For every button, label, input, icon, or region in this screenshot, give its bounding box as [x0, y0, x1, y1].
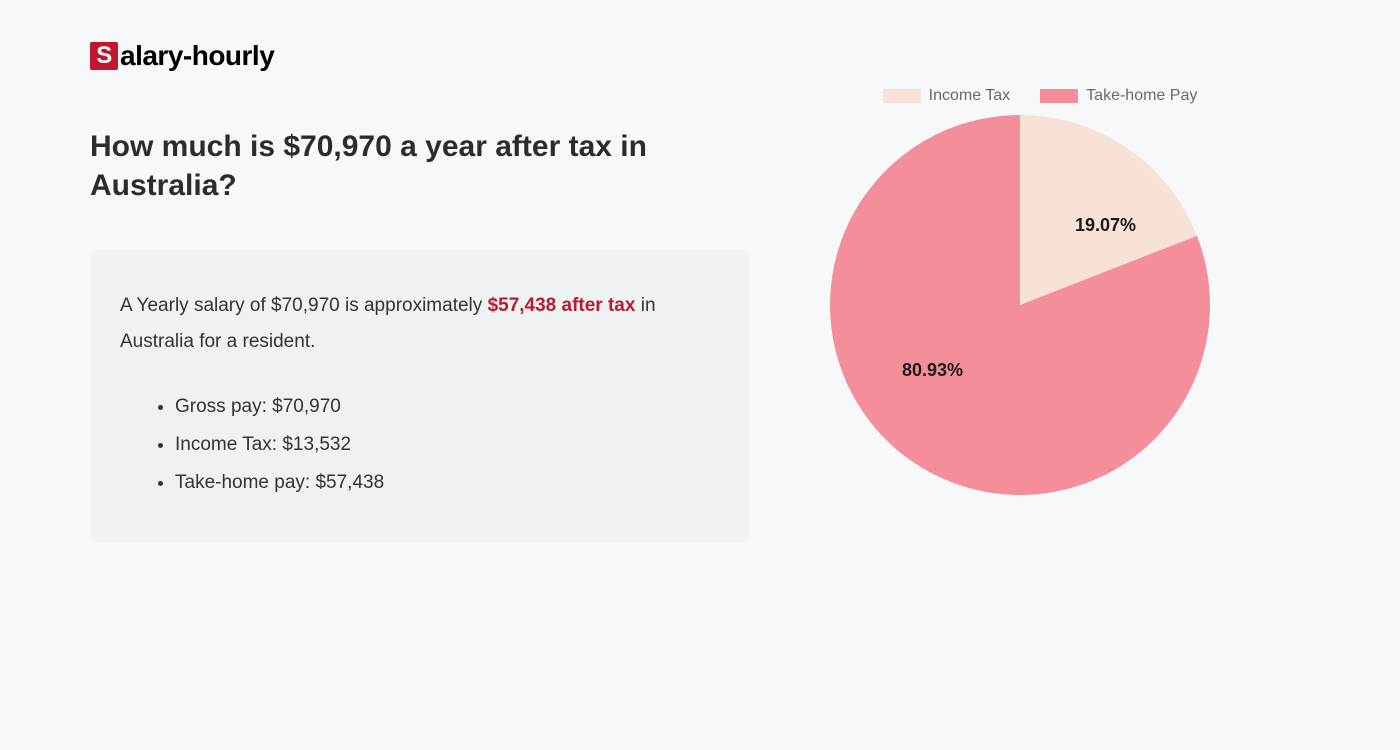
- logo-s-box: S: [90, 42, 118, 70]
- chart-legend: Income Tax Take-home Pay: [810, 87, 1230, 105]
- content-row: How much is $70,970 a year after tax in …: [90, 127, 1310, 542]
- page-title: How much is $70,970 a year after tax in …: [90, 127, 750, 205]
- logo: Salary-hourly: [90, 40, 1310, 72]
- legend-item-take-home: Take-home Pay: [1040, 87, 1197, 105]
- legend-label: Income Tax: [929, 87, 1011, 105]
- logo-text: alary-hourly: [120, 40, 274, 72]
- list-item: Take-home pay: $57,438: [175, 464, 720, 502]
- left-column: How much is $70,970 a year after tax in …: [90, 127, 750, 542]
- list-item: Income Tax: $13,532: [175, 426, 720, 464]
- summary-text: A Yearly salary of $70,970 is approximat…: [120, 288, 720, 360]
- list-item: Gross pay: $70,970: [175, 388, 720, 426]
- summary-pre: A Yearly salary of $70,970 is approximat…: [120, 295, 488, 316]
- pie-svg: [830, 115, 1210, 495]
- summary-highlight: $57,438 after tax: [488, 295, 636, 316]
- right-column: Income Tax Take-home Pay 19.07% 80.93%: [810, 87, 1230, 495]
- pie-pct-income-tax: 19.07%: [1075, 215, 1136, 236]
- pie-chart: 19.07% 80.93%: [830, 115, 1210, 495]
- legend-label: Take-home Pay: [1086, 87, 1197, 105]
- breakdown-list: Gross pay: $70,970 Income Tax: $13,532 T…: [120, 388, 720, 502]
- legend-item-income-tax: Income Tax: [883, 87, 1011, 105]
- summary-box: A Yearly salary of $70,970 is approximat…: [90, 250, 750, 542]
- legend-swatch: [883, 89, 921, 103]
- legend-swatch: [1040, 89, 1078, 103]
- pie-pct-take-home: 80.93%: [902, 360, 963, 381]
